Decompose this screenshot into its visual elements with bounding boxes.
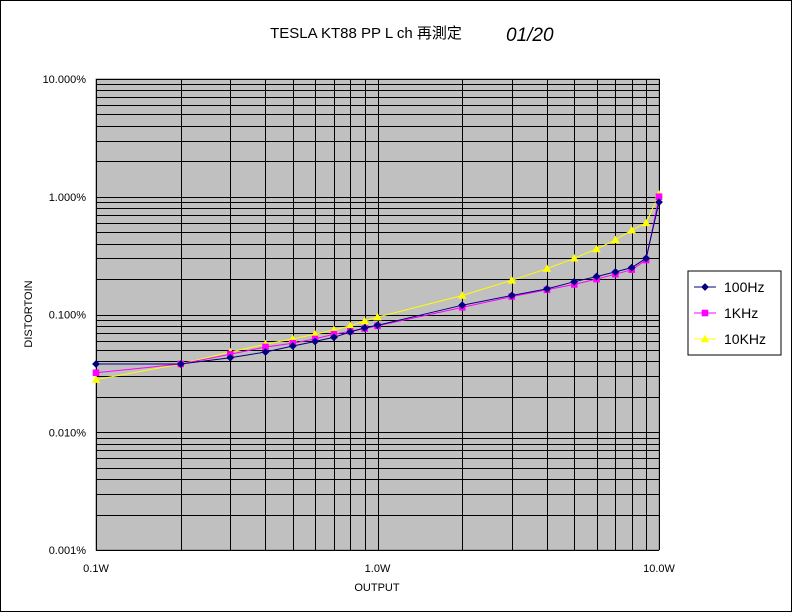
data-point: [611, 267, 620, 276]
data-point: [176, 360, 185, 368]
data-point: [360, 316, 369, 325]
x-tick-label: 1.0W: [365, 563, 391, 575]
data-point: [655, 198, 663, 207]
data-point: [373, 312, 382, 321]
legend-item-100hz: 100Hz: [694, 279, 764, 295]
data-point: [570, 253, 579, 262]
legend-label: 10KHz: [724, 331, 766, 347]
data-point: [592, 244, 601, 253]
data-point: [507, 291, 516, 300]
data-point: [570, 277, 579, 286]
data-point: [311, 337, 319, 346]
data-point: [641, 218, 651, 227]
data-point: [457, 291, 467, 299]
legend-marker: [700, 334, 710, 343]
y-tick-label: 0.100%: [49, 310, 87, 322]
legend-marker: [701, 283, 709, 291]
legend-marker: [701, 309, 709, 317]
data-point: [92, 369, 100, 377]
data-point: [373, 321, 382, 330]
data-point: [507, 275, 517, 284]
data-point: [592, 272, 601, 281]
data-point: [261, 348, 270, 356]
series-layer: [91, 189, 664, 383]
legend-label: 100Hz: [724, 279, 764, 295]
x-axis-label: OUTPUT: [354, 582, 400, 594]
y-axis-ticks: 0.001% 0.010% 0.100% 1.000% 10.000%: [43, 74, 87, 557]
y-tick-label: 10.000%: [43, 74, 87, 86]
data-point: [226, 353, 235, 362]
data-point: [91, 375, 101, 383]
legend-item-10khz: 10KHz: [694, 331, 766, 347]
x-axis-ticks: 0.1W 1.0W 10.0W: [83, 563, 675, 575]
series-100hz: [92, 198, 663, 368]
data-point: [611, 235, 620, 244]
data-point: [346, 328, 355, 336]
legend-label: 1KHz: [724, 305, 758, 321]
y-axis-label: DISTORTOIN: [23, 280, 35, 347]
data-point: [627, 263, 636, 272]
y-tick-label: 1.000%: [49, 192, 87, 204]
data-point: [627, 225, 636, 234]
chart-title-date: 01/20: [506, 25, 554, 46]
chart-title: TESLA KT88 PP L ch 再測定: [270, 25, 462, 42]
legend-item-1khz: 1KHz: [694, 305, 758, 321]
y-tick-label: 0.001%: [49, 545, 87, 557]
data-point: [642, 254, 651, 263]
data-point: [92, 360, 100, 368]
x-tick-label: 0.1W: [83, 563, 109, 575]
data-point: [458, 301, 467, 310]
legend: 100Hz 1KHz 10KHz: [687, 270, 782, 356]
data-point: [543, 284, 551, 293]
x-tick-label: 10.0W: [643, 563, 675, 575]
data-point: [360, 323, 369, 332]
data-point: [329, 333, 338, 342]
data-point: [288, 342, 297, 350]
y-tick-label: 0.010%: [49, 427, 87, 439]
data-point: [542, 264, 552, 272]
